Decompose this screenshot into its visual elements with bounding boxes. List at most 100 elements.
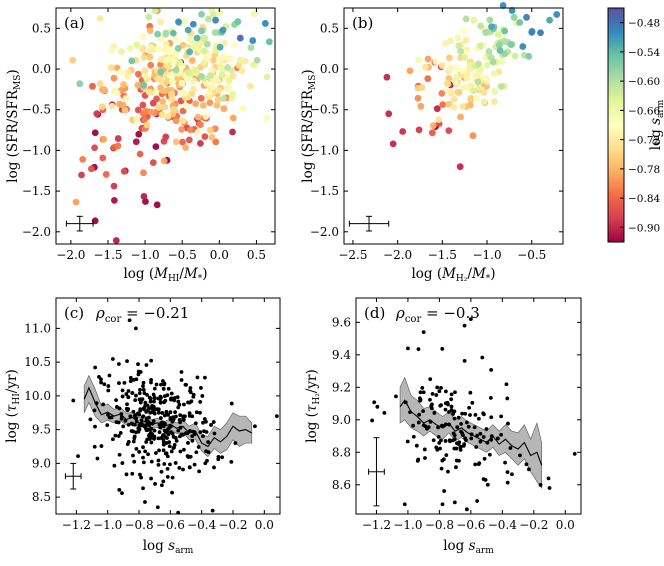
scatter-point: [142, 107, 150, 115]
scatter-point: [105, 423, 110, 428]
scatter-point: [177, 417, 182, 422]
scatter-point: [114, 398, 119, 402]
scatter-point: [417, 412, 422, 417]
scatter-point: [138, 397, 143, 402]
scatter-point: [505, 480, 510, 485]
y-axis-label: log (τHI/yr): [4, 369, 22, 442]
x-axis-label: log (MHI/M*): [123, 266, 207, 284]
scatter-point: [421, 330, 426, 335]
scatter-point: [216, 9, 224, 17]
scatter-point: [448, 439, 452, 444]
scatter-point: [155, 104, 163, 111]
scatter-point: [505, 470, 510, 475]
scatter-point: [178, 79, 186, 87]
scatter-point: [229, 128, 236, 136]
scatter-point: [450, 103, 458, 111]
y-tick-label: 9.4: [332, 348, 351, 362]
y-tick-label: 9.0: [32, 456, 51, 470]
scatter-point: [474, 445, 479, 449]
scatter-point: [142, 73, 150, 81]
y-tick-label: 0.0: [32, 62, 51, 76]
scatter-point: [190, 434, 195, 439]
scatter-point: [157, 77, 165, 84]
scatter-point: [167, 444, 172, 449]
scatter-point: [498, 58, 506, 65]
scatter-point: [229, 90, 236, 98]
y-tick-label: 0.5: [320, 21, 339, 35]
scatter-point: [489, 415, 494, 420]
scatter-point: [196, 445, 201, 449]
scatter-point: [443, 407, 448, 412]
scatter-point: [417, 102, 425, 110]
scatter-point: [190, 85, 197, 93]
scatter-point: [440, 502, 445, 507]
scatter-point: [261, 20, 269, 27]
scatter-point: [454, 446, 459, 451]
scatter-point: [476, 42, 484, 50]
y-tick-label: −0.5: [22, 103, 51, 117]
scatter-point: [154, 30, 161, 38]
scatter-point: [150, 403, 155, 408]
scatter-point: [477, 461, 482, 466]
scatter-point: [211, 29, 219, 37]
panel-label: (d): [364, 304, 385, 322]
scatter-point: [422, 447, 427, 452]
scatter-point: [119, 101, 127, 109]
axes-frame: [343, 7, 564, 245]
scatter-point: [154, 382, 159, 387]
scatter-point: [200, 47, 208, 55]
scatter-point: [416, 347, 421, 352]
scatter-point: [475, 84, 483, 91]
y-tick-label: 9.2: [332, 380, 351, 394]
scatter-point: [249, 37, 257, 44]
scatter-point: [469, 436, 474, 441]
scatter-point: [76, 454, 80, 459]
scatter-point: [152, 143, 160, 151]
scatter-point: [194, 113, 202, 121]
axes-frame: [55, 7, 276, 245]
scatter-point: [214, 96, 222, 104]
scatter-point: [129, 429, 134, 433]
scatter-point: [415, 126, 423, 134]
scatter-point: [503, 460, 507, 465]
scatter-point: [428, 129, 436, 137]
scatter-point: [489, 368, 494, 372]
y-axis-label: log (SFR/SFRMS): [300, 69, 318, 182]
panel-label: (c): [64, 304, 84, 322]
y-tick-label: 8.5: [32, 490, 51, 504]
scatter-point: [462, 36, 470, 44]
scatter-point: [174, 414, 178, 419]
x-tick-label: −2.0: [383, 248, 412, 262]
scatter-point: [107, 64, 115, 71]
scatter-point: [469, 132, 477, 140]
y-tick-label: 0.5: [32, 21, 51, 35]
scatter-point: [220, 455, 225, 460]
scatter-point: [443, 439, 448, 443]
scatter-point: [152, 436, 157, 441]
scatter-point: [438, 89, 446, 97]
x-tick-label: −1.5: [93, 248, 122, 262]
scatter-point: [218, 71, 226, 79]
scatter-point: [187, 465, 192, 470]
scatter-point: [429, 406, 434, 411]
scatter-point: [213, 101, 221, 109]
scatter-point: [147, 406, 152, 411]
scatter-point: [119, 412, 124, 416]
scatter-point: [143, 423, 148, 428]
scatter-point: [208, 66, 216, 74]
scatter-point: [121, 107, 129, 114]
scatter-point: [194, 410, 199, 415]
scatter-point: [159, 483, 164, 488]
scatter-point: [439, 438, 443, 443]
scatter-point: [133, 116, 141, 123]
scatter-point: [168, 416, 173, 420]
scatter-point: [160, 137, 168, 145]
x-tick-label: −0.6: [456, 518, 485, 532]
axes-frame: [355, 297, 582, 515]
scatter-point: [116, 362, 121, 366]
scatter-point: [145, 437, 150, 442]
scatter-point: [131, 453, 135, 458]
scatter-point: [482, 29, 490, 36]
scatter-point: [112, 463, 117, 468]
x-tick-label: −0.2: [519, 518, 548, 532]
